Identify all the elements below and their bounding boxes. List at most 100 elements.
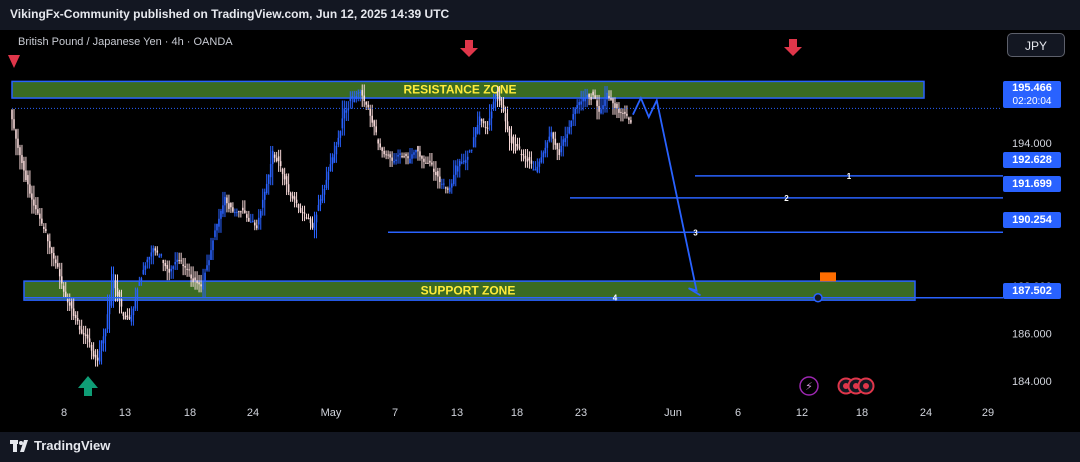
candle-body	[230, 202, 232, 208]
candle-body	[60, 276, 63, 284]
candle-body	[524, 155, 527, 159]
candle-body	[616, 103, 618, 109]
candle-body	[628, 117, 630, 121]
candle-body	[291, 195, 294, 199]
candle-body	[351, 95, 354, 99]
candle-body	[522, 154, 525, 156]
candle-body	[208, 260, 210, 266]
candle-body	[441, 183, 443, 185]
candle-body	[578, 102, 580, 106]
candle-body	[68, 302, 71, 306]
candle-body	[504, 113, 507, 122]
candle-body	[218, 218, 220, 227]
candle-body	[608, 95, 610, 99]
candle-body	[393, 161, 395, 163]
candle-body	[395, 159, 397, 162]
candle-body	[582, 98, 584, 102]
currency-button[interactable]: JPY	[1007, 33, 1065, 57]
candle-body	[37, 209, 39, 214]
candle-body	[468, 150, 471, 152]
sell-arrow-icon	[784, 39, 802, 56]
candle-body	[136, 289, 139, 299]
candle-body	[186, 268, 188, 270]
candle-body	[460, 162, 463, 164]
candle-body	[279, 161, 282, 167]
candle-body	[287, 184, 290, 193]
candle-body	[152, 248, 155, 253]
x-tick-label: 18	[184, 407, 196, 419]
support-zone-label: SUPPORT ZONE	[421, 284, 516, 298]
candle-body	[321, 194, 324, 201]
candle-body	[200, 284, 202, 287]
candle-body	[206, 265, 208, 271]
candle-body	[98, 350, 101, 362]
candle-body	[464, 159, 467, 163]
x-tick-label: 13	[451, 407, 463, 419]
candle-body	[421, 155, 423, 159]
candle-body	[614, 103, 616, 109]
candle-body	[357, 92, 360, 94]
candle-body	[443, 183, 445, 185]
candle-body	[216, 223, 218, 231]
candle-body	[435, 171, 437, 176]
tradingview-brand[interactable]: TradingView	[10, 436, 110, 454]
candle-body	[267, 174, 270, 184]
candle-body	[584, 98, 586, 102]
candle-body	[353, 99, 356, 103]
candle-body	[598, 106, 600, 112]
candle-body	[238, 211, 240, 213]
candle-body	[610, 98, 612, 101]
candle-body	[90, 344, 93, 351]
candle-body	[285, 176, 288, 185]
candle-body	[31, 193, 33, 200]
candle-body	[112, 273, 115, 290]
candle-body	[116, 288, 119, 296]
candle-body	[126, 315, 129, 318]
candle-body	[72, 308, 75, 316]
candle-body	[43, 226, 45, 229]
event-flag-dot	[863, 383, 869, 389]
candle-body	[66, 299, 69, 303]
candle-body	[538, 161, 541, 167]
candle-body	[11, 110, 13, 120]
candle-body	[53, 253, 55, 259]
candle-body	[182, 264, 184, 267]
level-3-price-tag: 190.254	[1003, 212, 1061, 228]
candle-body	[407, 156, 409, 159]
candle-body	[162, 259, 165, 264]
candle-body	[377, 139, 379, 144]
candle-body	[120, 299, 123, 307]
x-tick-label: 7	[392, 407, 398, 419]
candle-body	[478, 116, 481, 126]
candle-body	[355, 96, 358, 100]
candle-body	[166, 264, 169, 269]
x-tick-label: 18	[511, 407, 523, 419]
candle-body	[47, 234, 49, 242]
candle-body	[486, 127, 489, 129]
candle-body	[132, 308, 135, 316]
candle-body	[554, 138, 557, 145]
candle-body	[21, 155, 23, 163]
candle-body	[562, 139, 565, 146]
candle-body	[273, 154, 276, 158]
candle-body	[281, 168, 284, 175]
candle-body	[383, 150, 385, 155]
candle-body	[389, 154, 391, 158]
candle-body	[45, 228, 47, 232]
candle-body	[339, 131, 342, 138]
sell-arrow-icon	[460, 40, 478, 57]
candle-body	[104, 329, 107, 337]
candle-body	[313, 222, 316, 231]
candle-body	[289, 192, 292, 196]
candle-body	[542, 152, 545, 158]
candle-body	[226, 197, 228, 204]
candle-body	[612, 98, 614, 104]
candle-body	[620, 111, 622, 113]
candle-body	[528, 157, 531, 161]
candle-body	[417, 146, 419, 152]
candle-body	[427, 162, 429, 164]
candle-body	[600, 109, 602, 114]
candle-body	[80, 329, 83, 334]
candle-body	[317, 205, 320, 211]
